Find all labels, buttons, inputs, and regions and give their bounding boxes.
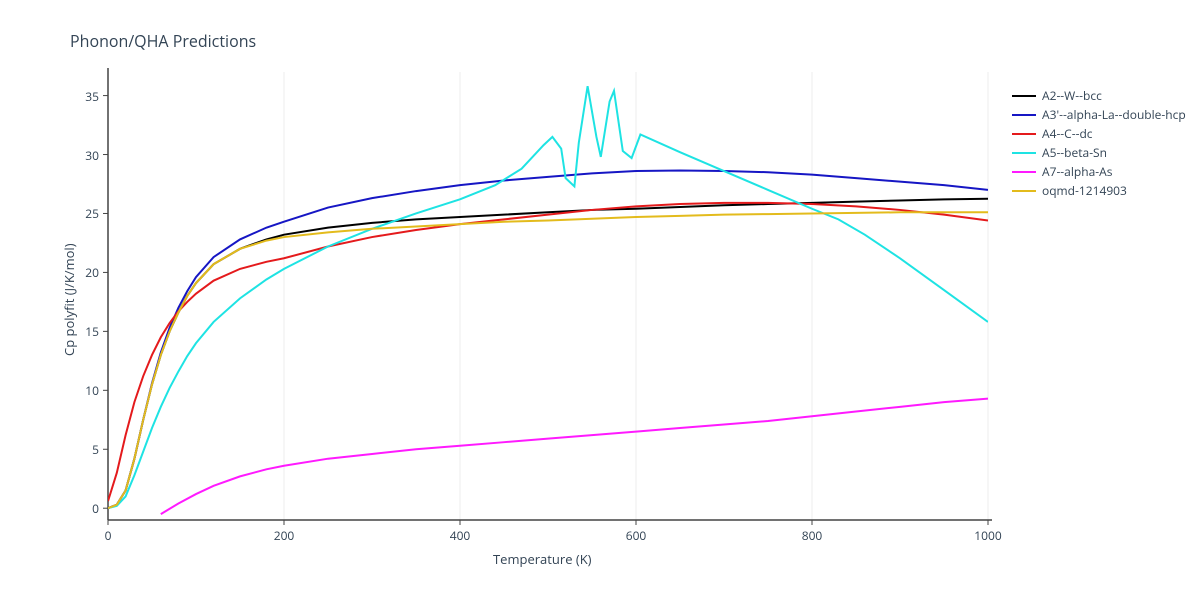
y-tick-label: 30: [85, 147, 99, 164]
y-tick-label: 25: [85, 205, 99, 222]
series-line[interactable]: [108, 212, 988, 508]
legend-label: A4--C--dc: [1042, 125, 1093, 142]
legend-label: oqmd-1214903: [1042, 182, 1127, 199]
legend-item[interactable]: A2--W--bcc: [1012, 86, 1186, 105]
chart-legend: A2--W--bcc A3'--alpha-La--double-hcp A4--C…: [1012, 86, 1186, 200]
legend-item[interactable]: oqmd-1214903: [1012, 181, 1186, 200]
legend-item[interactable]: A3'--alpha-La--double-hcp: [1012, 105, 1186, 124]
legend-item[interactable]: A7--alpha-As: [1012, 162, 1186, 181]
x-tick-label: 600: [621, 527, 651, 544]
legend-label: A7--alpha-As: [1042, 163, 1112, 180]
y-tick-label: 15: [85, 323, 99, 340]
y-tick-label: 5: [92, 441, 99, 458]
legend-swatch: [1012, 95, 1036, 97]
y-tick-label: 10: [85, 382, 99, 399]
legend-swatch: [1012, 190, 1036, 192]
y-tick-label: 35: [85, 88, 99, 105]
legend-swatch: [1012, 114, 1036, 116]
legend-label: A5--beta-Sn: [1042, 144, 1107, 161]
legend-item[interactable]: A5--beta-Sn: [1012, 143, 1186, 162]
x-tick-label: 800: [797, 527, 827, 544]
legend-label: A2--W--bcc: [1042, 87, 1102, 104]
y-tick-label: 0: [92, 500, 99, 517]
x-tick-label: 0: [93, 527, 123, 544]
series-line[interactable]: [108, 199, 988, 508]
legend-item[interactable]: A4--C--dc: [1012, 124, 1186, 143]
series-line[interactable]: [161, 399, 988, 515]
legend-swatch: [1012, 171, 1036, 173]
x-tick-label: 400: [445, 527, 475, 544]
y-tick-label: 20: [85, 264, 99, 281]
legend-label: A3'--alpha-La--double-hcp: [1042, 106, 1186, 123]
series-line[interactable]: [108, 203, 988, 501]
x-tick-label: 1000: [973, 527, 1003, 544]
x-tick-label: 200: [269, 527, 299, 544]
series-line[interactable]: [108, 86, 988, 508]
legend-swatch: [1012, 152, 1036, 154]
legend-swatch: [1012, 133, 1036, 135]
